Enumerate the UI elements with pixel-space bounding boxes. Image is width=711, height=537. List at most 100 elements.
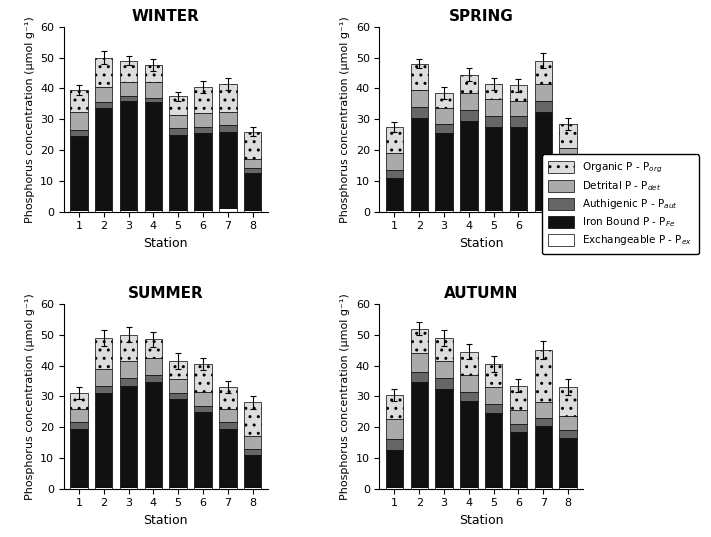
Bar bbox=[194, 113, 212, 127]
Bar bbox=[485, 116, 503, 127]
Bar bbox=[120, 82, 137, 96]
Bar bbox=[95, 487, 112, 489]
Bar bbox=[70, 409, 87, 423]
Bar bbox=[120, 61, 137, 82]
Bar bbox=[169, 210, 187, 212]
X-axis label: Station: Station bbox=[459, 237, 503, 250]
Bar bbox=[510, 410, 527, 424]
Bar bbox=[535, 84, 552, 101]
Bar bbox=[435, 361, 453, 378]
Bar bbox=[194, 412, 212, 487]
Bar bbox=[244, 455, 262, 487]
Bar bbox=[535, 425, 552, 487]
Bar bbox=[169, 96, 187, 114]
Bar bbox=[410, 353, 428, 372]
Bar bbox=[95, 393, 112, 487]
Bar bbox=[385, 178, 403, 210]
Bar bbox=[435, 93, 453, 108]
Bar bbox=[485, 387, 503, 404]
Bar bbox=[535, 210, 552, 212]
Bar bbox=[435, 487, 453, 489]
Bar bbox=[194, 364, 212, 391]
Bar bbox=[410, 64, 428, 90]
Bar bbox=[385, 439, 403, 450]
Bar bbox=[460, 75, 478, 93]
Bar bbox=[169, 114, 187, 128]
Bar bbox=[385, 153, 403, 170]
Bar bbox=[410, 210, 428, 212]
Bar bbox=[485, 210, 503, 212]
Bar bbox=[70, 136, 87, 210]
Bar bbox=[485, 487, 503, 489]
Bar bbox=[70, 487, 87, 489]
Bar bbox=[385, 487, 403, 489]
Bar bbox=[485, 404, 503, 413]
Bar bbox=[535, 112, 552, 210]
Bar bbox=[435, 124, 453, 133]
Bar bbox=[95, 210, 112, 212]
Y-axis label: Phosphorus concentration (μmol g⁻¹): Phosphorus concentration (μmol g⁻¹) bbox=[25, 16, 35, 223]
Bar bbox=[144, 375, 162, 382]
Bar bbox=[460, 210, 478, 212]
Bar bbox=[410, 90, 428, 107]
Bar bbox=[194, 210, 212, 212]
Bar bbox=[144, 66, 162, 82]
Bar bbox=[435, 338, 453, 361]
Bar bbox=[535, 418, 552, 425]
Y-axis label: Phosphorus concentration (μmol g⁻¹): Phosphorus concentration (μmol g⁻¹) bbox=[340, 293, 350, 500]
Bar bbox=[95, 368, 112, 386]
Bar bbox=[120, 386, 137, 487]
Bar bbox=[535, 487, 552, 489]
Bar bbox=[244, 173, 262, 210]
Bar bbox=[95, 108, 112, 210]
Bar bbox=[560, 430, 577, 438]
Bar bbox=[144, 358, 162, 375]
X-axis label: Station: Station bbox=[144, 514, 188, 527]
Bar bbox=[410, 107, 428, 118]
Bar bbox=[244, 437, 262, 448]
Bar bbox=[385, 210, 403, 212]
X-axis label: Station: Station bbox=[144, 237, 188, 250]
Bar bbox=[244, 487, 262, 489]
Bar bbox=[435, 210, 453, 212]
Bar bbox=[510, 487, 527, 489]
Bar bbox=[219, 423, 237, 429]
Bar bbox=[460, 391, 478, 401]
Bar bbox=[95, 102, 112, 108]
Bar bbox=[219, 387, 237, 409]
Bar bbox=[410, 487, 428, 489]
Bar bbox=[219, 208, 237, 212]
Bar bbox=[385, 127, 403, 153]
Bar bbox=[560, 487, 577, 489]
Bar bbox=[460, 375, 478, 391]
Bar bbox=[244, 159, 262, 169]
Bar bbox=[560, 170, 577, 210]
Bar bbox=[510, 386, 527, 410]
Bar bbox=[144, 82, 162, 98]
Bar bbox=[560, 162, 577, 170]
Bar bbox=[510, 432, 527, 487]
Bar bbox=[485, 364, 503, 387]
Bar bbox=[435, 108, 453, 124]
Bar bbox=[219, 112, 237, 125]
Bar bbox=[460, 121, 478, 210]
Title: WINTER: WINTER bbox=[132, 9, 200, 24]
Bar bbox=[169, 379, 187, 393]
Bar bbox=[194, 133, 212, 210]
Bar bbox=[169, 393, 187, 400]
Bar bbox=[435, 389, 453, 487]
Bar bbox=[70, 90, 87, 112]
Bar bbox=[560, 387, 577, 416]
Bar bbox=[169, 400, 187, 487]
Bar bbox=[219, 487, 237, 489]
Bar bbox=[410, 382, 428, 487]
Bar bbox=[219, 132, 237, 208]
Bar bbox=[219, 409, 237, 423]
Bar bbox=[535, 61, 552, 84]
Legend: Organic P - P$_{org}$, Detrital P - P$_{det}$, Authigenic P - P$_{aut}$, Iron Bo: Organic P - P$_{org}$, Detrital P - P$_{… bbox=[542, 155, 699, 253]
Bar bbox=[410, 329, 428, 353]
Bar bbox=[485, 99, 503, 116]
Bar bbox=[144, 102, 162, 210]
Bar bbox=[560, 416, 577, 430]
Bar bbox=[169, 135, 187, 210]
